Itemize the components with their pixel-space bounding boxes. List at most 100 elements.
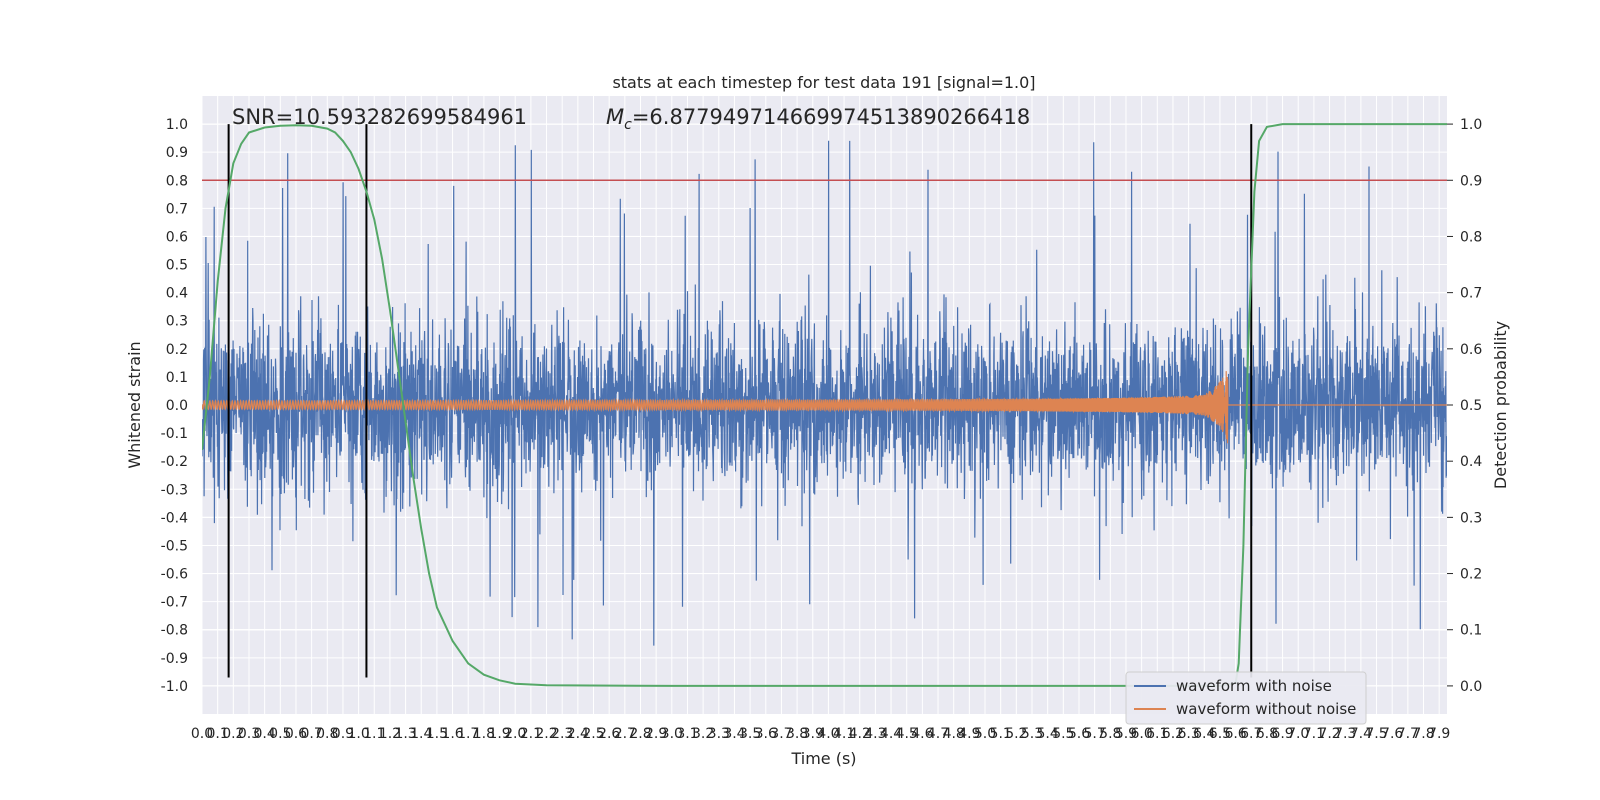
y-tick-label: -0.2: [161, 454, 188, 470]
y-tick-label: 1.0: [166, 117, 188, 133]
chart-title: stats at each timestep for test data 191…: [612, 73, 1035, 92]
x-tick-label: 5.5: [1052, 726, 1074, 742]
x-tick-label: 4.8: [943, 726, 965, 742]
y2-tick-label: 0.6: [1460, 342, 1482, 358]
y2-tick-label: 1.0: [1460, 117, 1482, 133]
x-tick-label: 7.1: [1303, 726, 1325, 742]
x-tick-label: 4.0: [817, 726, 839, 742]
x-tick-label: 5.0: [974, 726, 996, 742]
x-tick-label: 1.1: [363, 726, 385, 742]
y-tick-label: -0.1: [161, 426, 188, 442]
x-tick-label: 3.4: [723, 726, 745, 742]
x-tick-label: 3.8: [786, 726, 808, 742]
y-tick-label: 0.7: [166, 201, 188, 217]
y-tick-label: 0.1: [166, 370, 188, 386]
y-tick-label: -0.8: [161, 623, 188, 639]
y2-tick-label: 0.1: [1460, 623, 1482, 639]
y-axis-label: Whitened strain: [125, 341, 144, 468]
legend-label-noise: waveform with noise: [1176, 677, 1332, 695]
x-tick-label: 5.3: [1021, 726, 1043, 742]
x-tick-label: 7.6: [1381, 726, 1403, 742]
x-tick-label: 4.1: [833, 726, 855, 742]
x-tick-label: 7.4: [1350, 726, 1372, 742]
x-tick-label: 3.2: [692, 726, 714, 742]
x-tick-label: 1.7: [457, 726, 479, 742]
x-tick-label: 1.0: [347, 726, 369, 742]
y2-tick-label: 0.4: [1460, 454, 1482, 470]
y-tick-label: 0.5: [166, 258, 188, 274]
x-tick-label: 6.3: [1177, 726, 1199, 742]
y-tick-label: -0.5: [161, 538, 188, 554]
x-tick-label: 4.9: [958, 726, 980, 742]
x-tick-label: 1.4: [410, 726, 432, 742]
x-tick-label: 0.1: [207, 726, 229, 742]
x-tick-label: 0.7: [300, 726, 322, 742]
x-tick-label: 0.5: [269, 726, 291, 742]
y2-axis-label: Detection probability: [1491, 321, 1510, 489]
marker-lines: [227, 124, 1253, 678]
x-tick-label: 4.5: [896, 726, 918, 742]
x-tick-label: 6.6: [1224, 726, 1246, 742]
y2-tick-label: 0.8: [1460, 229, 1482, 245]
x-tick-label: 0.4: [254, 726, 276, 742]
x-tick-label: 3.6: [755, 726, 777, 742]
x-tick-label: 0.9: [332, 726, 354, 742]
x-tick-label: 2.3: [551, 726, 573, 742]
x-tick-label: 2.9: [645, 726, 667, 742]
x-tick-label: 3.3: [708, 726, 730, 742]
series-layer: [202, 123, 1447, 687]
y-tick-label: 0.9: [166, 145, 188, 161]
x-tick-label: 1.3: [394, 726, 416, 742]
y2-tick-label: 0.3: [1460, 510, 1482, 526]
x-tick-label: 1.5: [426, 726, 448, 742]
legend-box: [1125, 671, 1367, 725]
snr-annotation: SNR=10.593282699584961: [232, 105, 527, 129]
x-tick-label: 5.7: [1084, 726, 1106, 742]
x-tick-label: 4.6: [911, 726, 933, 742]
x-tick-label: 5.2: [1005, 726, 1027, 742]
x-tick-label: 3.1: [676, 726, 698, 742]
y-tick-label: 0.0: [166, 398, 188, 414]
x-tick-label: 0.8: [316, 726, 338, 742]
x-tick-label: 6.1: [1146, 726, 1168, 742]
x-tick-label: 3.7: [770, 726, 792, 742]
x-tick-label: 6.5: [1209, 726, 1231, 742]
x-tick-label: 6.0: [1130, 726, 1152, 742]
x-tick-label: 5.6: [1068, 726, 1090, 742]
noise-waveform-line: [202, 140, 1447, 646]
y-tick-label: 0.3: [166, 314, 188, 330]
mc-annotation: Mc=6.877949714669974513890266418: [606, 105, 1030, 133]
legend: waveform with noise waveform without noi…: [1125, 671, 1367, 725]
x-tick-label: 3.0: [661, 726, 683, 742]
x-tick-label: 7.7: [1397, 726, 1419, 742]
x-tick-label: 6.9: [1271, 726, 1293, 742]
x-tick-label: 0.2: [222, 726, 244, 742]
x-tick-label: 5.1: [990, 726, 1012, 742]
y2-axis-ticks: 0.0 0.1 0.2 0.3 0.4 0.5 0.6 0.7 0.8 0.9 1.0: [1447, 117, 1482, 695]
y2-tick-label: 0.9: [1460, 173, 1482, 189]
y-tick-label: 0.8: [166, 173, 188, 189]
x-tick-label: 2.4: [567, 726, 589, 742]
x-tick-label: 0.0: [191, 726, 213, 742]
x-tick-label: 2.5: [582, 726, 604, 742]
x-tick-label: 1.9: [488, 726, 510, 742]
x-tick-label: 2.0: [504, 726, 526, 742]
x-tick-label: 7.5: [1365, 726, 1387, 742]
x-tick-label: 4.3: [864, 726, 886, 742]
y2-tick-label: 0.5: [1460, 398, 1482, 414]
y-tick-label: 0.6: [166, 229, 188, 245]
x-tick-label: 2.7: [614, 726, 636, 742]
x-tick-label: 2.1: [520, 726, 542, 742]
x-tick-label: 6.2: [1162, 726, 1184, 742]
y-tick-label: -1.0: [161, 679, 188, 695]
y-tick-label: -0.6: [161, 567, 188, 583]
x-axis-label: Time (s): [790, 749, 856, 768]
x-tick-label: 0.6: [285, 726, 307, 742]
y-tick-label: 0.4: [166, 286, 188, 302]
x-axis-ticks: 0.00.10.20.30.40.50.60.70.80.91.01.11.21…: [191, 726, 1450, 742]
x-tick-label: 6.8: [1256, 726, 1278, 742]
x-tick-label: 7.3: [1334, 726, 1356, 742]
y2-tick-label: 0.2: [1460, 567, 1482, 583]
series-detection-probability: [202, 123, 1447, 687]
